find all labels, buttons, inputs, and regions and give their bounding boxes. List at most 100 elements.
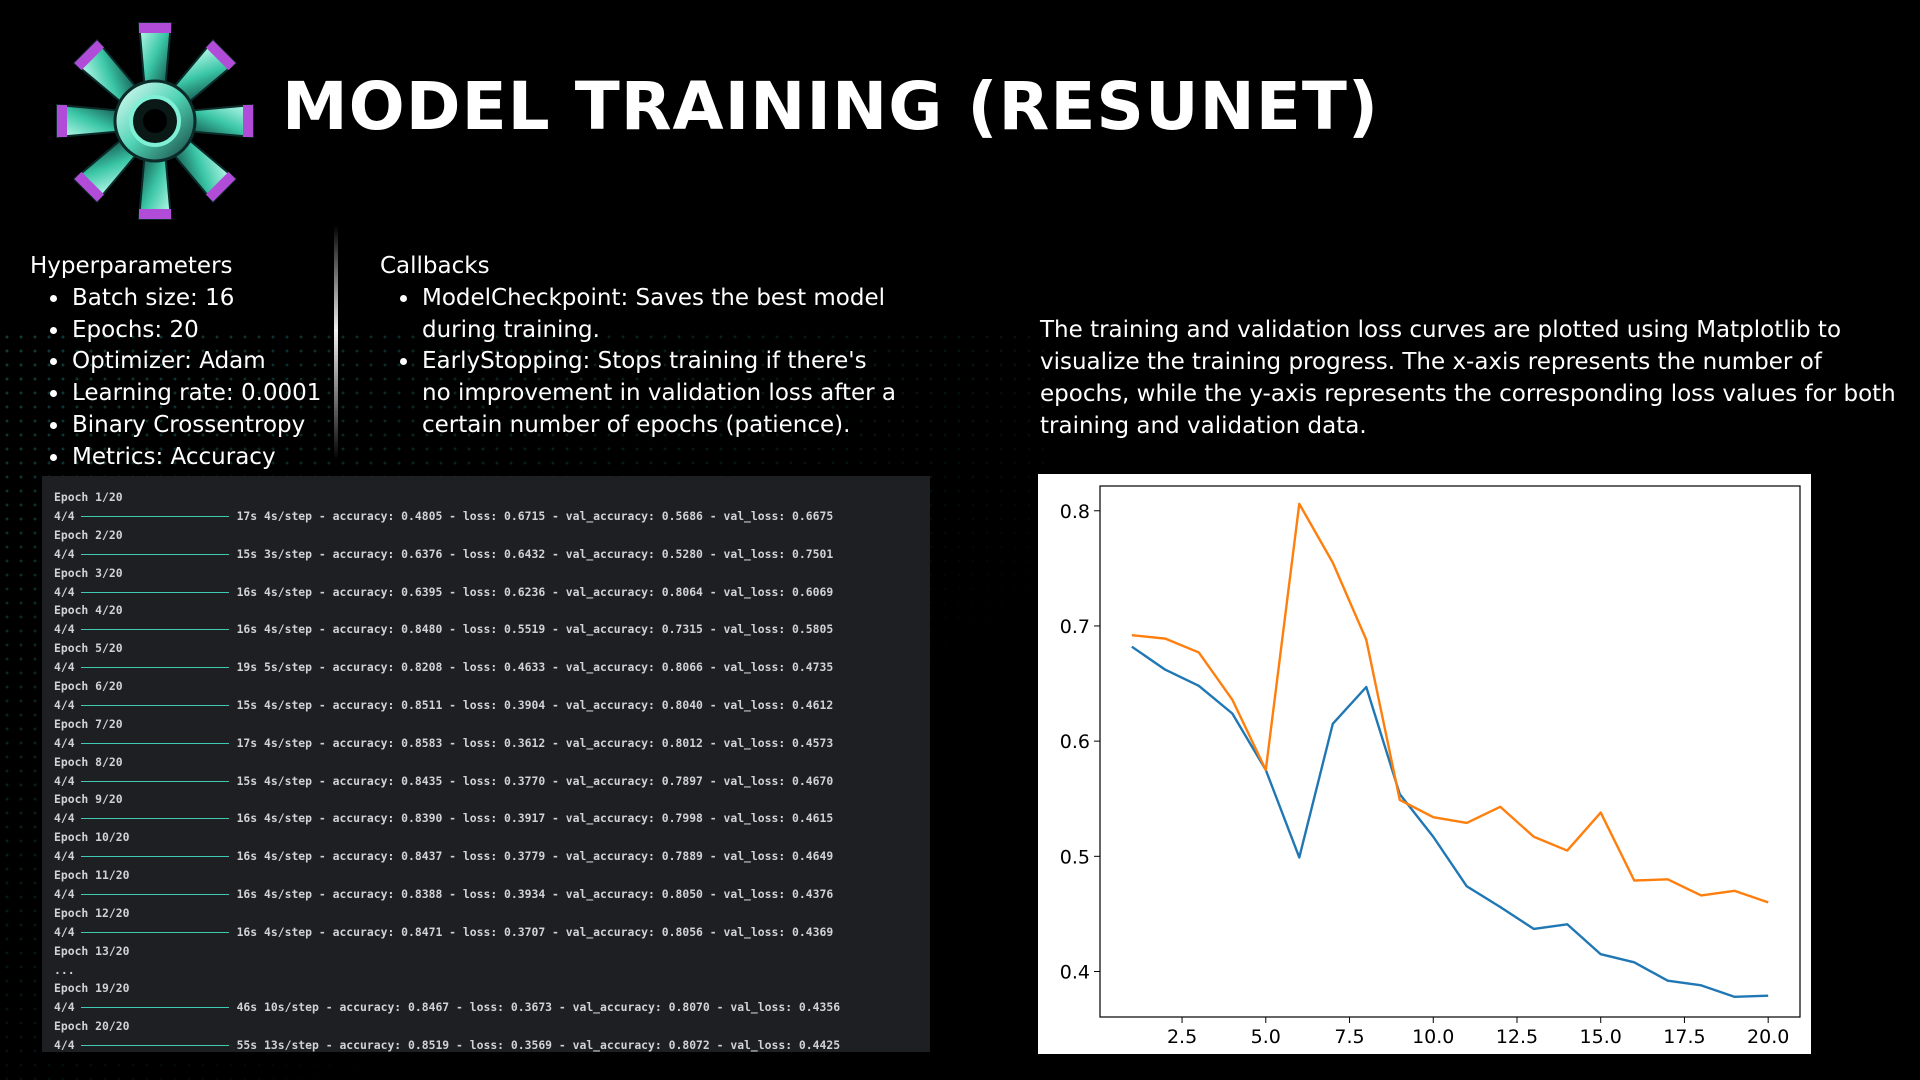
log-progress-bar	[80, 553, 229, 555]
log-step-count: 4/4	[54, 660, 75, 675]
log-epoch-line: Epoch 2/20	[54, 527, 123, 542]
log-epoch-line: ...	[54, 962, 75, 977]
log-metrics: 19s 5s/step - accuracy: 0.8208 - loss: 0…	[236, 660, 834, 675]
log-epoch-line: Epoch 19/20	[54, 981, 130, 996]
log-metrics: 16s 4s/step - accuracy: 0.8390 - loss: 0…	[236, 811, 834, 826]
log-progress-bar	[80, 591, 229, 593]
log-step-line: 4/4 16s 4s/step - accuracy: 0.8390 - loss…	[54, 809, 833, 827]
log-step-count: 4/4	[54, 849, 75, 864]
x-tick-label: 7.5	[1334, 1026, 1364, 1048]
log-step-line: 4/4 16s 4s/step - accuracy: 0.8480 - loss…	[54, 620, 833, 638]
log-step-line: 4/4 46s 10s/step - accuracy: 0.8467 - los…	[54, 998, 840, 1016]
y-tick-label: 0.4	[1060, 962, 1090, 984]
x-tick-label: 5.0	[1251, 1026, 1281, 1048]
log-step-count: 4/4	[54, 1000, 75, 1015]
log-step-line: 4/4 17s 4s/step - accuracy: 0.4805 - loss…	[54, 507, 833, 525]
loss-chart-svg: 2.5 5.0 7.5 10.0 12.5 15.0 17.5 20.0 0.4 0.5 0.6 0.…	[1060, 485, 1801, 1048]
log-progress-bar	[80, 780, 229, 782]
log-metrics: 16s 4s/step - accuracy: 0.8388 - loss: 0…	[236, 886, 834, 901]
list-item: Batch size: 16	[70, 283, 330, 315]
log-step-count: 4/4	[54, 886, 75, 901]
log-step-count: 4/4	[54, 697, 75, 712]
vertical-divider	[334, 225, 338, 460]
log-progress-bar	[80, 931, 229, 933]
loss-chart: 2.5 5.0 7.5 10.0 12.5 15.0 17.5 20.0 0.4 0.5 0.6 0.…	[1038, 474, 1811, 1054]
log-metrics: 17s 4s/step - accuracy: 0.4805 - loss: 0…	[236, 508, 834, 523]
log-metrics: 15s 3s/step - accuracy: 0.6376 - loss: 0…	[236, 546, 834, 561]
x-tick-label: 10.0	[1412, 1026, 1454, 1048]
log-step-count: 4/4	[54, 1038, 75, 1053]
log-progress-bar	[80, 893, 229, 895]
log-step-count: 4/4	[54, 735, 75, 750]
hyperparameters-list: Batch size: 16 Epochs: 20 Optimizer: Ada…	[30, 283, 330, 474]
plot-area-frame	[1099, 485, 1801, 1018]
log-metrics: 16s 4s/step - accuracy: 0.8480 - loss: 0…	[236, 622, 834, 637]
log-step-line: 4/4 15s 4s/step - accuracy: 0.8511 - loss…	[54, 696, 833, 714]
list-item: EarlyStopping: Stops training if there's…	[420, 346, 900, 441]
x-tick-label: 17.5	[1663, 1026, 1705, 1048]
log-metrics: 16s 4s/step - accuracy: 0.8437 - loss: 0…	[236, 849, 834, 864]
log-progress-bar	[80, 629, 229, 631]
list-item: Optimizer: Adam	[70, 346, 330, 378]
log-step-line: 4/4 16s 4s/step - accuracy: 0.8471 - loss…	[54, 923, 833, 941]
list-item: Metrics: Accuracy	[70, 442, 330, 474]
log-epoch-line: Epoch 11/20	[54, 868, 130, 882]
log-epoch-line: Epoch 7/20	[54, 716, 123, 731]
log-metrics: 16s 4s/step - accuracy: 0.8471 - loss: 0…	[236, 924, 834, 939]
log-epoch-line: Epoch 8/20	[54, 754, 123, 769]
log-progress-bar	[80, 742, 229, 744]
log-progress-bar	[80, 1045, 229, 1047]
y-tick-label: 0.7	[1060, 616, 1090, 638]
x-tick-label: 12.5	[1496, 1026, 1538, 1048]
log-step-line: 4/4 19s 5s/step - accuracy: 0.8208 - loss…	[54, 658, 833, 676]
log-metrics: 46s 10s/step - accuracy: 0.8467 - loss: …	[236, 1000, 841, 1015]
log-step-count: 4/4	[54, 584, 75, 599]
log-progress-bar	[80, 818, 229, 820]
log-epoch-line: Epoch 12/20	[54, 905, 130, 920]
hyperparameters-section: Hyperparameters Batch size: 16 Epochs: 2…	[30, 251, 330, 474]
log-progress-bar	[80, 667, 229, 669]
list-item: Binary Crossentropy	[70, 410, 330, 442]
log-step-line: 4/4 17s 4s/step - accuracy: 0.8583 - loss…	[54, 734, 833, 752]
log-metrics: 55s 13s/step - accuracy: 0.8519 - loss: …	[236, 1038, 841, 1053]
series-line-training-loss	[1131, 645, 1769, 999]
log-step-count: 4/4	[54, 811, 75, 826]
log-epoch-line: Epoch 6/20	[54, 679, 123, 693]
log-step-line: 4/4 16s 4s/step - accuracy: 0.6395 - loss…	[54, 583, 833, 601]
x-tick-label: 20.0	[1747, 1026, 1789, 1048]
log-epoch-line: Epoch 5/20	[54, 641, 123, 656]
log-step-count: 4/4	[54, 546, 75, 561]
log-step-line: 4/4 15s 4s/step - accuracy: 0.8435 - loss…	[54, 772, 833, 790]
log-step-count: 4/4	[54, 508, 75, 523]
log-progress-bar	[80, 704, 229, 706]
log-step-count: 4/4	[54, 622, 75, 637]
log-step-line: 4/4 16s 4s/step - accuracy: 0.8437 - loss…	[54, 847, 833, 865]
log-progress-bar	[80, 1007, 229, 1009]
y-tick-label: 0.8	[1060, 501, 1090, 523]
log-epoch-line: Epoch 3/20	[54, 565, 123, 580]
log-epoch-line: Epoch 1/20	[54, 490, 123, 504]
callbacks-section: Callbacks ModelCheckpoint: Saves the bes…	[380, 251, 900, 442]
log-metrics: 15s 4s/step - accuracy: 0.8511 - loss: 0…	[236, 697, 834, 712]
y-tick-label: 0.6	[1060, 731, 1090, 753]
page-title: MODEL TRAINING (RESUNET)	[282, 68, 1380, 145]
log-step-count: 4/4	[54, 773, 75, 788]
x-tick-label: 15.0	[1580, 1026, 1622, 1048]
gear-logo-icon	[50, 14, 260, 229]
loss-curve-description: The training and validation loss curves …	[1040, 317, 1896, 439]
series-line-validation-loss	[1131, 502, 1769, 904]
log-step-line: 4/4 16s 4s/step - accuracy: 0.8388 - loss…	[54, 885, 833, 903]
log-step-line: 4/4 55s 13s/step - accuracy: 0.8519 - los…	[54, 1036, 840, 1054]
y-tick-label: 0.5	[1060, 846, 1090, 868]
list-item: Learning rate: 0.0001	[70, 378, 330, 410]
log-epoch-line: Epoch 4/20	[54, 603, 123, 618]
list-item: Epochs: 20	[70, 315, 330, 347]
x-tick-label: 2.5	[1167, 1026, 1197, 1048]
log-progress-bar	[80, 856, 229, 858]
hyperparameters-heading: Hyperparameters	[30, 253, 233, 279]
log-metrics: 17s 4s/step - accuracy: 0.8583 - loss: 0…	[236, 735, 834, 750]
training-log-terminal: Epoch 1/20 4/4 17s 4s/step - accuracy: 0.4…	[42, 476, 930, 1052]
log-epoch-line: Epoch 20/20	[54, 1019, 130, 1034]
log-progress-bar	[80, 515, 229, 517]
log-epoch-line: Epoch 9/20	[54, 792, 123, 807]
